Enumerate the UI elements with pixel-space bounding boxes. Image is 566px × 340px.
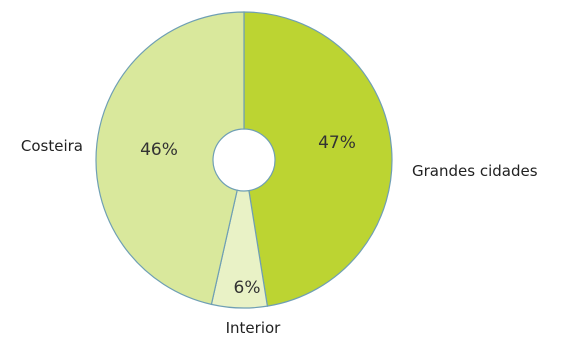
category-label-interior: Interior [226, 319, 282, 337]
data-label-costeira: 46% [140, 140, 178, 160]
pie-slice-grandes-cidades [243, 11, 393, 307]
pie-slice-costeira [95, 11, 245, 306]
data-label-interior: 6% [234, 278, 261, 298]
category-label-grandes-cidades: Grandes cidades [412, 162, 538, 180]
category-label-costeira: Costeira [21, 137, 83, 155]
data-label-grandes-cidades: 47% [318, 133, 356, 153]
